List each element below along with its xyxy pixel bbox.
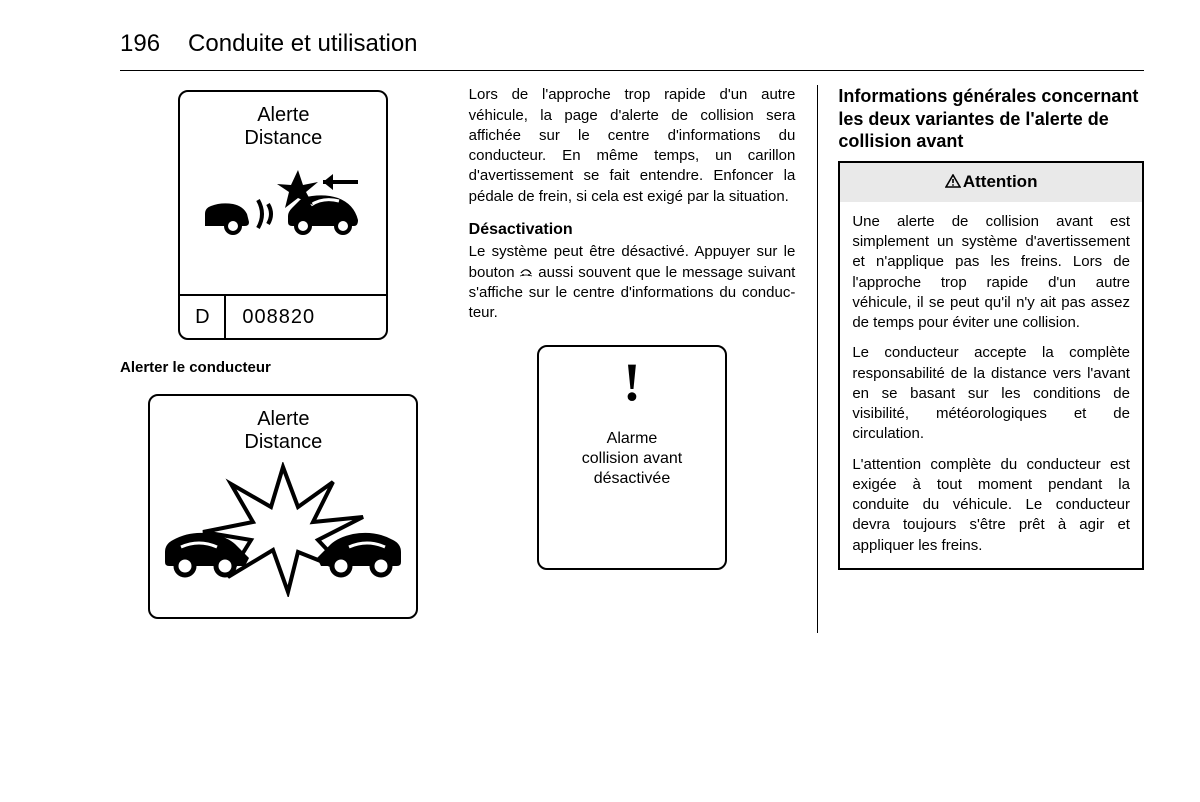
deactivation-heading: Désactivation (469, 219, 796, 241)
exclamation-icon: ! (623, 355, 641, 409)
page-number: 196 (120, 28, 160, 60)
fig-b-collision-icon (163, 462, 403, 597)
attention-label: Attention (963, 172, 1038, 191)
fig-b-title-2: Distance (244, 431, 322, 453)
figure-alert-collision: Alerte Distance (148, 394, 418, 619)
warning-triangle-icon (945, 174, 961, 188)
fig-b-title-1: Alerte (257, 408, 309, 430)
alerter-conducteur-heading: Alerter le conducteur (120, 358, 447, 378)
attention-p3: L'attention complète du conduc­teur est … (852, 455, 1130, 556)
general-info-heading: Informations générales concernant les de… (838, 85, 1144, 153)
chapter-title: Conduite et utilisation (188, 28, 417, 60)
figure-alarm-disabled: ! Alarme collision avant désactivée (537, 345, 727, 570)
column-1: Alerte Distance (120, 85, 447, 632)
figure-alert-distance-following: Alerte Distance (178, 90, 388, 340)
attention-p2: Le conducteur accepte la com­plète respo… (852, 343, 1130, 444)
fig-a-odometer: 008820 (226, 296, 386, 338)
fig-a-gear-letter: D (180, 296, 226, 338)
attention-box: Attention Une alerte de collision avant … (838, 161, 1144, 570)
deactivation-paragraph: Le système peut être désactivé. Ap­puyer… (469, 242, 796, 323)
fig-a-title-1: Alerte (257, 104, 309, 126)
column-2: Lors de l'approche trop rapide d'un autr… (469, 85, 796, 632)
fig-a-title-2: Distance (244, 127, 322, 149)
fig-a-cars-icon (203, 160, 363, 245)
fig-c-line3: désactivée (594, 470, 671, 487)
car-skid-icon (519, 267, 533, 277)
approach-warning-paragraph: Lors de l'approche trop rapide d'un autr… (469, 85, 796, 207)
column-3: Informations générales concernant les de… (817, 85, 1144, 632)
header-rule (120, 70, 1144, 71)
attention-p1: Une alerte de collision avant est simple… (852, 212, 1130, 334)
fig-c-line2: collision avant (582, 450, 683, 467)
fig-c-line1: Alarme (607, 430, 658, 447)
